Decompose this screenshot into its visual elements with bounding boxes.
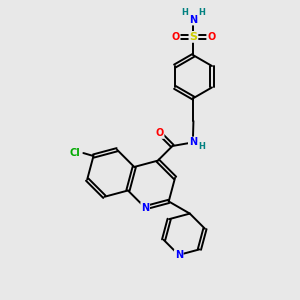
Text: O: O: [207, 32, 215, 42]
Text: H: H: [198, 142, 205, 152]
Text: H: H: [182, 8, 189, 17]
Text: N: N: [189, 137, 197, 147]
Text: O: O: [155, 128, 164, 138]
Text: S: S: [189, 32, 197, 42]
Text: O: O: [172, 32, 180, 42]
Text: N: N: [189, 15, 197, 25]
Text: Cl: Cl: [70, 148, 80, 158]
Text: N: N: [141, 203, 149, 213]
Text: N: N: [175, 250, 183, 260]
Text: H: H: [198, 8, 205, 17]
